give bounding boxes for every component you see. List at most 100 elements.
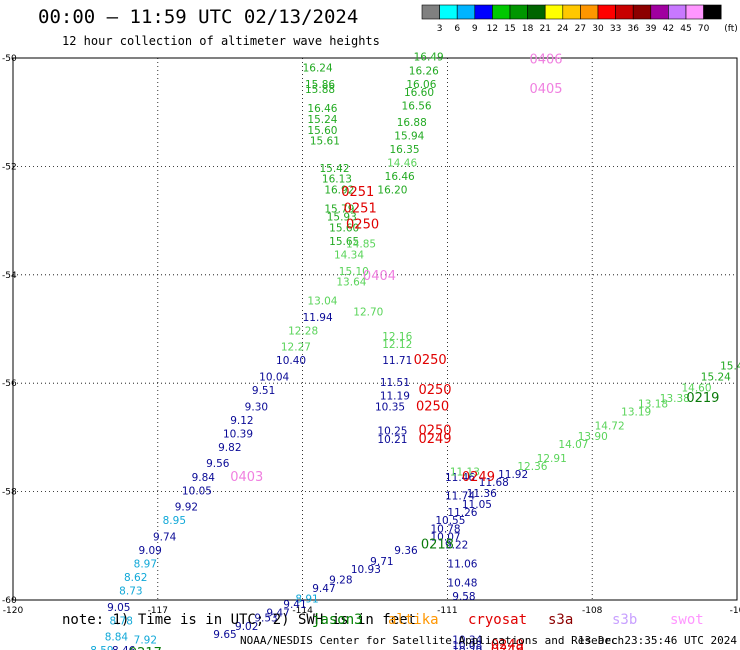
- wave-height-value: 11.74: [445, 491, 475, 503]
- wave-height-value: 16.35: [389, 144, 419, 156]
- lon-tick-label: -120: [3, 606, 24, 616]
- wave-height-value: 12.91: [537, 453, 567, 465]
- wave-height-value: 15.60: [329, 222, 359, 234]
- wave-height-value: 9.74: [153, 531, 177, 543]
- legend-swatch: [703, 4, 722, 20]
- pass-time-marker: 0250: [418, 383, 451, 398]
- wave-height-value: 9.47: [266, 607, 289, 619]
- wave-height-value: 8.95: [163, 515, 186, 527]
- pass-time-marker: 0404: [363, 269, 396, 284]
- wave-height-value: 10.40: [276, 355, 306, 367]
- wave-height-value: 9.53: [254, 613, 277, 625]
- lat-tick-label: -50: [2, 54, 17, 64]
- footer-timestamp: 13 Dec 23:35:46 UTC 2024: [578, 634, 737, 647]
- wave-height-value: 10.55: [435, 515, 465, 527]
- mission-label: altika: [388, 612, 439, 628]
- wave-height-value: 11.68: [479, 477, 509, 489]
- wave-height-value: 12.36: [517, 461, 547, 473]
- pass-time-marker: 0249: [491, 643, 524, 650]
- legend-label: 24: [557, 24, 569, 34]
- footer-agency: NOAA/NESDIS Center for Satellite Applica…: [240, 634, 625, 647]
- wave-height-value: 16.56: [402, 100, 432, 112]
- wave-height-value: 10.05: [182, 485, 212, 497]
- wave-height-value: 9.51: [252, 385, 275, 397]
- lon-tick-label: -108: [582, 606, 603, 616]
- legend-label: 42: [663, 24, 674, 34]
- wave-height-value: 10.35: [375, 401, 405, 413]
- wave-height-value: 11.71: [382, 355, 412, 367]
- lat-tick-label: -58: [2, 488, 17, 498]
- legend-unit: (ft): [724, 24, 738, 34]
- legend-label: 15: [504, 24, 515, 34]
- wave-height-value: 8.59: [90, 645, 113, 650]
- legend-label: 36: [627, 24, 639, 34]
- wave-height-value: 15.24: [307, 114, 337, 126]
- map-frame: [12, 57, 738, 601]
- wave-height-value: 16.24: [303, 63, 333, 75]
- lat-tick-label: -56: [2, 379, 17, 389]
- legend-label: 9: [472, 24, 478, 34]
- wave-height-value: 15.10: [339, 266, 369, 278]
- legend-label: 70: [698, 24, 710, 34]
- wave-height-value: 15.93: [327, 212, 357, 224]
- wave-height-value: 7.92: [134, 634, 157, 646]
- mission-label: s3a: [548, 612, 574, 628]
- legend-label: 30: [592, 24, 604, 34]
- wave-height-value: 16.20: [377, 185, 407, 197]
- wave-height-value: 10.78: [431, 523, 461, 535]
- wave-height-value: 15.86: [305, 79, 335, 91]
- wave-height-value: 12.27: [281, 342, 311, 354]
- legend-label: 21: [539, 24, 550, 34]
- wave-height-value: 12.28: [288, 325, 318, 337]
- pass-time-marker: 0251: [344, 201, 377, 216]
- wave-height-value: 11.36: [467, 488, 497, 500]
- wave-height-value: 10.25: [377, 426, 407, 438]
- wave-height-value: 11.92: [498, 469, 528, 481]
- lon-tick-label: -114: [292, 606, 313, 616]
- wave-height-value: 9.02: [235, 621, 258, 633]
- wave-height-value: 16.46: [385, 171, 415, 183]
- wave-height-value: 10.93: [351, 564, 381, 576]
- wave-height-value: 8.46: [112, 645, 136, 650]
- wave-height-value: 16.46: [307, 103, 337, 115]
- wave-height-value: 10.29: [452, 645, 482, 650]
- wave-height-value: 9.82: [218, 442, 241, 454]
- wave-height-value: 12.16: [382, 331, 412, 343]
- pass-time-marker: 0251: [341, 185, 374, 200]
- page-subtitle: 12 hour collection of altimeter wave hei…: [62, 34, 380, 48]
- wave-height-value: 9.30: [245, 401, 268, 413]
- wave-height-value: 8.84: [105, 632, 129, 644]
- mission-label: s3b: [612, 612, 638, 628]
- mission-label: swot: [670, 612, 704, 628]
- page-title: 00:00 – 11:59 UTC 02/13/2024: [38, 6, 359, 28]
- pass-time-marker: 0249: [462, 470, 495, 485]
- wave-height-value: 11.46: [445, 472, 475, 484]
- wave-height-value: 8.62: [124, 572, 147, 584]
- wave-height-value: 10.34: [452, 634, 482, 646]
- lat-tick-label: -54: [2, 271, 17, 281]
- pass-time-marker: 0249: [418, 432, 451, 447]
- wave-height-value: 16.13: [322, 174, 352, 186]
- wave-height-value: 9.47: [312, 583, 335, 595]
- wave-height-value: 13.38: [660, 393, 690, 405]
- color-legend: 3 6 9 12 15 18 21 24 27 30 33 36 39 42 45 70 (ft): [421, 4, 738, 34]
- wave-height-value: 16.92: [324, 185, 354, 197]
- wave-height-value: 11.26: [447, 507, 477, 519]
- wave-height-value: 9.36: [394, 545, 418, 557]
- wave-height-value: 15.42: [319, 163, 349, 175]
- wave-height-value: 14.46: [387, 157, 417, 169]
- pass-time-marker: 0217: [129, 646, 162, 650]
- pass-time-marker: 0403: [230, 470, 263, 485]
- pass-time-marker: 0250: [414, 353, 447, 368]
- wave-height-value: 15.65: [329, 236, 359, 248]
- legend-label: 39: [645, 24, 657, 34]
- wave-height-value: 9.58: [452, 591, 475, 603]
- pass-time-marker: 0250: [346, 218, 379, 233]
- wave-height-value: 14.60: [681, 382, 711, 394]
- wave-height-value: 16.60: [404, 87, 434, 99]
- wave-height-value: 16.49: [414, 52, 444, 64]
- wave-height-value: 9.22: [445, 540, 468, 552]
- wave-height-value: 11.94: [303, 312, 333, 324]
- wave-height-value: 10.21: [377, 434, 407, 446]
- wave-height-value: 12.12: [382, 339, 412, 351]
